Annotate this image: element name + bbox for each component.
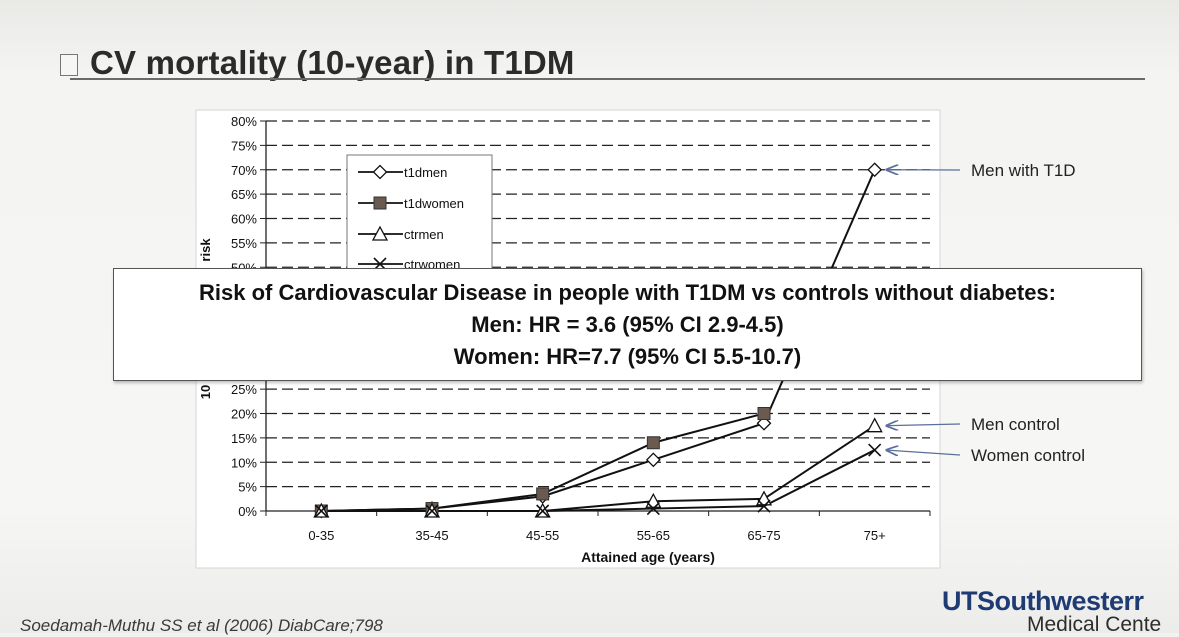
x-tick-label: 45-55 xyxy=(526,528,559,543)
y-tick-label: 60% xyxy=(231,212,257,227)
y-tick-label: 15% xyxy=(231,431,257,446)
x-tick-label: 35-45 xyxy=(415,528,448,543)
x-tick-label: 0-35 xyxy=(308,528,334,543)
y-tick-label: 80% xyxy=(231,114,257,129)
marker-t1dwomen xyxy=(537,488,549,500)
x-tick-label: 55-65 xyxy=(637,528,670,543)
marker-t1dwomen xyxy=(758,408,770,420)
y-tick-label: 5% xyxy=(238,480,257,495)
legend-label-t1dmen: t1dmen xyxy=(404,165,447,180)
x-tick-label: 65-75 xyxy=(747,528,780,543)
legend-label-ctrmen: ctrmen xyxy=(404,227,444,242)
y-tick-label: 25% xyxy=(231,382,257,397)
y-axis-title-fragment: risk xyxy=(198,238,213,262)
annotation-label: Men with T1D xyxy=(971,161,1076,180)
legend-label-t1dwomen: t1dwomen xyxy=(404,196,464,211)
legend-marker-t1dwomen xyxy=(374,197,386,209)
y-tick-label: 55% xyxy=(231,236,257,251)
callout-women-hr: Women: HR=7.7 (95% CI 5.5-10.7) xyxy=(114,341,1141,373)
callout-men-hr: Men: HR = 3.6 (95% CI 2.9-4.5) xyxy=(114,309,1141,341)
y-tick-label: 70% xyxy=(231,163,257,178)
annotation-label: Men control xyxy=(971,415,1060,434)
x-axis-title: Attained age (years) xyxy=(581,549,715,565)
callout-heading: Risk of Cardiovascular Disease in people… xyxy=(114,277,1141,309)
y-tick-label: 75% xyxy=(231,138,257,153)
y-tick-label: 20% xyxy=(231,407,257,422)
logo-text-secondary: Medical Cente xyxy=(1027,613,1161,637)
marker-t1dwomen xyxy=(647,437,659,449)
citation: Soedamah-Muthu SS et al (2006) DiabCare;… xyxy=(20,616,383,636)
x-tick-label: 75+ xyxy=(864,528,886,543)
hazard-ratio-callout: Risk of Cardiovascular Disease in people… xyxy=(113,268,1142,381)
y-tick-label: 65% xyxy=(231,187,257,202)
annotation-label: Women control xyxy=(971,446,1085,465)
y-tick-label: 0% xyxy=(238,504,257,519)
y-axis-title-prefix: 10 xyxy=(198,385,213,399)
y-tick-label: 10% xyxy=(231,455,257,470)
